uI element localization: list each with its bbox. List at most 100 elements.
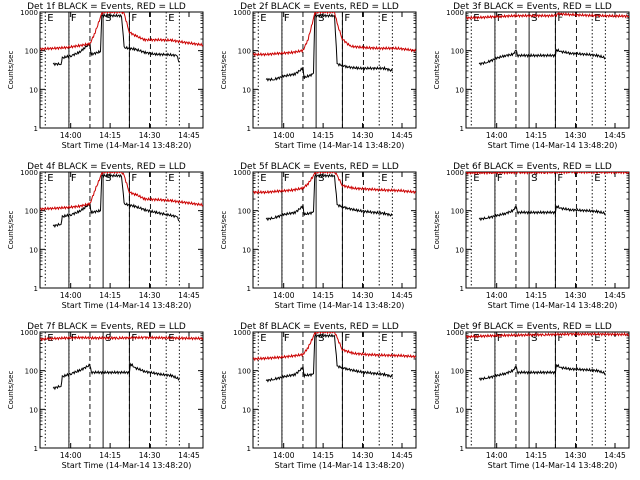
panel-1: Det 1f BLACK = Events, RED = LLD 1 10 100 10… [7,2,204,150]
series-events-line [52,173,180,228]
y-tick-label: 10 [29,406,38,414]
marker-label: E [594,333,600,344]
y-axis-label: Counts/sec [7,51,15,90]
plot-frame [39,11,204,129]
series-lld-line [253,332,416,362]
x-tick-label: 14:30 [565,291,587,300]
series-events-line [478,204,606,222]
x-axis-label: Start Time (14-Mar-14 13:48:20) [275,461,405,470]
x-tick-label: 14:15 [99,291,121,300]
x-axis-label: Start Time (14-Mar-14 13:48:20) [488,141,618,150]
y-tick-label: 10 [242,406,251,414]
series-lld-line [40,172,203,212]
y-tick-label: 100 [25,48,38,56]
y-tick-label: 1 [460,445,464,453]
x-tick-label: 14:15 [312,451,334,460]
marker-label: F [131,13,137,24]
y-tick-label: 10 [242,246,251,254]
series-events-line [265,333,393,383]
y-tick-label: 1 [460,125,464,133]
y-tick-label: 1 [34,125,38,133]
y-tick-label: 10 [455,406,464,414]
panel-7: Det 7f BLACK = Events, RED = LLD 1 10 100 10… [7,322,204,470]
marker-label: E [594,13,600,24]
x-tick-label: 14:00 [60,291,82,300]
y-tick-label: 10 [242,86,251,94]
marker-label: E [168,173,174,184]
y-tick-label: 1000 [233,9,251,17]
y-axis-label: Counts/sec [433,211,441,250]
x-tick-label: 14:30 [139,131,161,140]
x-axis-label: Start Time (14-Mar-14 13:48:20) [62,301,192,310]
x-tick-label: 14:00 [486,451,508,460]
x-tick-label: 14:15 [99,131,121,140]
marker-label: F [284,173,290,184]
x-tick-label: 14:00 [273,131,295,140]
marker-label: E [260,333,266,344]
y-tick-label: 100 [25,208,38,216]
marker-label: F [557,173,563,184]
series-lld-line [466,12,629,21]
panel-9: Det 9f BLACK = Events, RED = LLD 1 10 100 10… [433,322,630,470]
marker-label: F [344,13,350,24]
marker-label: F [557,333,563,344]
plot-frame [39,171,204,289]
x-tick-label: 14:15 [525,451,547,460]
y-tick-label: 1000 [20,329,38,337]
x-tick-label: 14:45 [604,451,626,460]
marker-label: S [531,173,537,184]
y-tick-label: 100 [451,48,464,56]
series-lld-line [40,12,203,52]
x-axis-label: Start Time (14-Mar-14 13:48:20) [275,301,405,310]
y-tick-label: 1 [247,285,251,293]
x-axis-label: Start Time (14-Mar-14 13:48:20) [62,461,192,470]
x-tick-label: 14:15 [525,131,547,140]
y-tick-label: 10 [29,86,38,94]
y-tick-label: 1 [34,445,38,453]
series-events-line [52,362,180,391]
marker-label: S [531,333,537,344]
marker-label: E [473,333,479,344]
y-axis-label: Counts/sec [220,371,228,410]
plot-frame [252,331,417,449]
marker-label: S [318,13,324,24]
panel-title: Det 2f BLACK = Events, RED = LLD [240,2,399,12]
y-tick-label: 1 [247,445,251,453]
y-tick-label: 100 [238,48,251,56]
x-tick-label: 14:00 [486,291,508,300]
marker-label: E [473,13,479,24]
y-tick-label: 100 [238,208,251,216]
x-tick-label: 14:45 [178,131,200,140]
marker-label: S [318,333,324,344]
x-tick-label: 14:30 [565,451,587,460]
x-tick-label: 14:30 [352,451,374,460]
marker-label: E [381,173,387,184]
marker-label: E [473,173,479,184]
x-tick-label: 14:30 [139,451,161,460]
panel-title: Det 4f BLACK = Events, RED = LLD [27,162,186,172]
y-tick-label: 10 [455,86,464,94]
marker-label: E [168,13,174,24]
plot-frame [465,171,630,289]
marker-label: F [557,13,563,24]
y-axis-label: Counts/sec [7,371,15,410]
marker-label: E [381,333,387,344]
x-tick-label: 14:30 [352,291,374,300]
marker-label: F [497,173,503,184]
x-tick-label: 14:45 [391,291,413,300]
x-tick-label: 14:15 [312,291,334,300]
panel-title: Det 5f BLACK = Events, RED = LLD [240,162,399,172]
x-tick-label: 14:00 [273,291,295,300]
panel-title: Det 6f BLACK = Events, RED = LLD [453,162,612,172]
x-tick-label: 14:00 [486,131,508,140]
x-tick-label: 14:45 [391,131,413,140]
marker-label: F [71,173,77,184]
marker-label: S [105,13,111,24]
series-events-line [478,363,606,382]
y-tick-label: 1000 [446,329,464,337]
panel-title: Det 9f BLACK = Events, RED = LLD [453,322,612,332]
y-tick-label: 1 [34,285,38,293]
series-events-line [265,173,393,222]
marker-label: F [344,333,350,344]
